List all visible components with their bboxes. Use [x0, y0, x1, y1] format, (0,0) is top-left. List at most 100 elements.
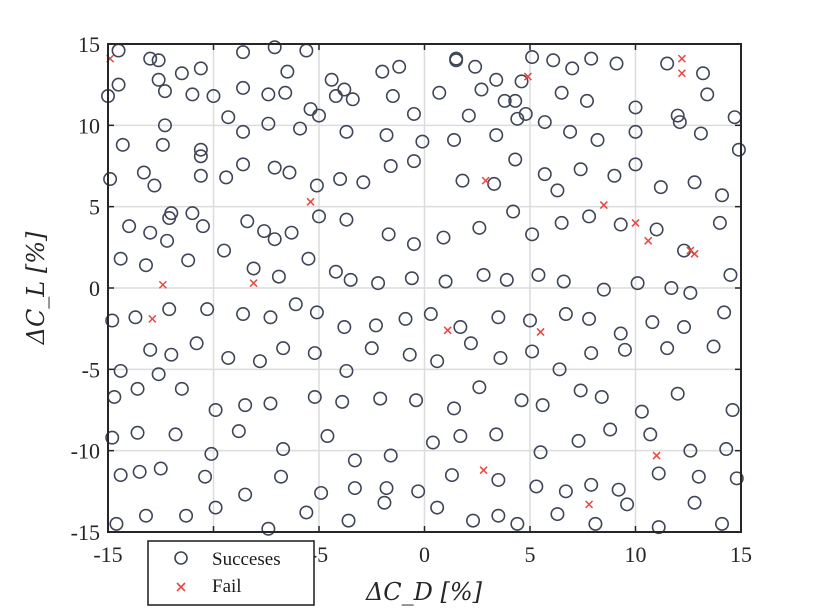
- success-point: [550, 507, 565, 522]
- success-point: [402, 347, 417, 362]
- success-point: [582, 311, 597, 326]
- success-point: [584, 346, 599, 361]
- success-point: [341, 513, 356, 528]
- fail-point: [158, 280, 167, 289]
- success-point: [221, 350, 236, 365]
- success-point: [373, 391, 388, 406]
- success-point: [432, 85, 447, 100]
- success-point: [392, 59, 407, 74]
- success-point: [274, 469, 289, 484]
- success-point: [725, 402, 740, 417]
- success-point: [221, 110, 236, 125]
- success-point: [200, 302, 215, 317]
- success-point: [208, 402, 223, 417]
- success-point: [449, 53, 464, 68]
- success-point: [143, 342, 158, 357]
- fail-point: [443, 326, 452, 335]
- success-point: [328, 264, 343, 279]
- success-point: [712, 215, 727, 230]
- success-point: [436, 230, 451, 245]
- success-point: [438, 274, 453, 289]
- fail-point: [677, 54, 686, 63]
- success-point: [491, 508, 506, 523]
- success-point: [423, 307, 438, 322]
- fail-point: [652, 451, 661, 460]
- success-point: [301, 251, 316, 266]
- success-point: [282, 165, 297, 180]
- success-point: [620, 497, 635, 512]
- success-point: [634, 404, 649, 419]
- success-point: [430, 500, 445, 515]
- success-point: [236, 157, 251, 172]
- success-point: [466, 513, 481, 528]
- success-point: [185, 206, 200, 221]
- success-point: [700, 87, 715, 102]
- success-point: [715, 516, 730, 531]
- success-point: [670, 108, 685, 123]
- success-point: [132, 464, 147, 479]
- success-point: [206, 89, 221, 104]
- success-point: [267, 160, 282, 175]
- success-point: [628, 157, 643, 172]
- success-point: [280, 64, 295, 79]
- success-point: [371, 276, 386, 291]
- fail-point: [677, 69, 686, 78]
- success-point: [525, 227, 540, 242]
- success-point: [337, 320, 352, 335]
- y-tick-label: 0: [89, 276, 100, 301]
- fail-point: [585, 500, 594, 509]
- success-point: [113, 363, 128, 378]
- y-tick-label: 5: [89, 195, 100, 220]
- success-point: [130, 381, 145, 396]
- success-point: [246, 261, 261, 276]
- success-point: [731, 142, 746, 157]
- success-point: [339, 212, 354, 227]
- success-point: [103, 172, 118, 187]
- y-axis-label: ΔC_L [%]: [22, 231, 50, 345]
- legend-succeses-marker: [174, 551, 188, 565]
- success-point: [472, 380, 487, 395]
- y-tick-label: 15: [78, 32, 100, 57]
- success-point: [533, 445, 548, 460]
- success-point: [383, 159, 398, 174]
- success-point: [379, 481, 394, 496]
- success-point: [453, 429, 468, 444]
- success-point: [558, 307, 573, 322]
- success-point: [174, 381, 189, 396]
- success-point: [406, 154, 421, 169]
- success-point: [115, 137, 130, 152]
- success-point: [179, 508, 194, 523]
- success-point: [447, 132, 462, 147]
- fail-point: [306, 197, 315, 206]
- success-point: [554, 215, 569, 230]
- success-point: [345, 92, 360, 107]
- legend-succeses-label: Succeses: [212, 549, 281, 570]
- success-point: [238, 398, 253, 413]
- success-point: [537, 167, 552, 182]
- y-tick-label: -15: [71, 520, 100, 545]
- success-point: [461, 108, 476, 123]
- legend-box: [147, 540, 315, 606]
- success-point: [168, 427, 183, 442]
- success-point: [607, 168, 622, 183]
- success-point: [556, 274, 571, 289]
- success-point: [552, 362, 567, 377]
- success-point: [343, 272, 358, 287]
- success-point: [261, 116, 276, 131]
- success-point: [491, 472, 506, 487]
- success-point: [558, 484, 573, 499]
- success-point: [611, 482, 626, 497]
- success-point: [497, 93, 512, 108]
- success-point: [320, 429, 335, 444]
- success-point: [198, 469, 213, 484]
- fail-point: [481, 176, 490, 185]
- success-point: [263, 396, 278, 411]
- success-point: [537, 115, 552, 130]
- success-point: [261, 521, 276, 536]
- success-point: [122, 219, 137, 234]
- success-point: [453, 320, 468, 335]
- success-point: [660, 56, 675, 71]
- success-point: [111, 77, 126, 92]
- success-point: [339, 363, 354, 378]
